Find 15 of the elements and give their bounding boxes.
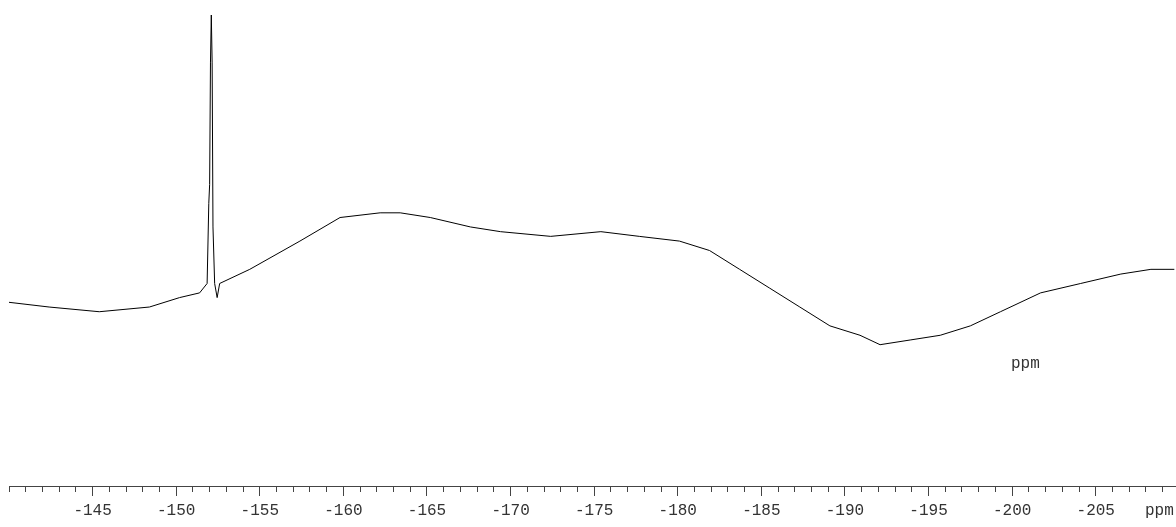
x-tick-label: -200	[992, 502, 1032, 521]
x-tick-label: -190	[825, 502, 865, 521]
x-tick-label: -145	[73, 502, 112, 521]
x-tick-label: -195	[909, 502, 948, 521]
x-tick-label: -160	[324, 502, 363, 521]
x-tick-label: -185	[742, 502, 781, 521]
x-tick-label: -170	[491, 502, 530, 521]
x-tick-label: -205	[1076, 502, 1115, 521]
x-tick-label: -155	[240, 502, 279, 521]
x-tick-label: -165	[407, 502, 447, 521]
x-tick-label: -180	[658, 502, 697, 521]
x-tick-label: -150	[156, 502, 196, 521]
x-axis-title: ppm	[1145, 502, 1174, 520]
annotation: ppm	[1011, 355, 1040, 373]
x-tick-label: -175	[574, 502, 614, 521]
